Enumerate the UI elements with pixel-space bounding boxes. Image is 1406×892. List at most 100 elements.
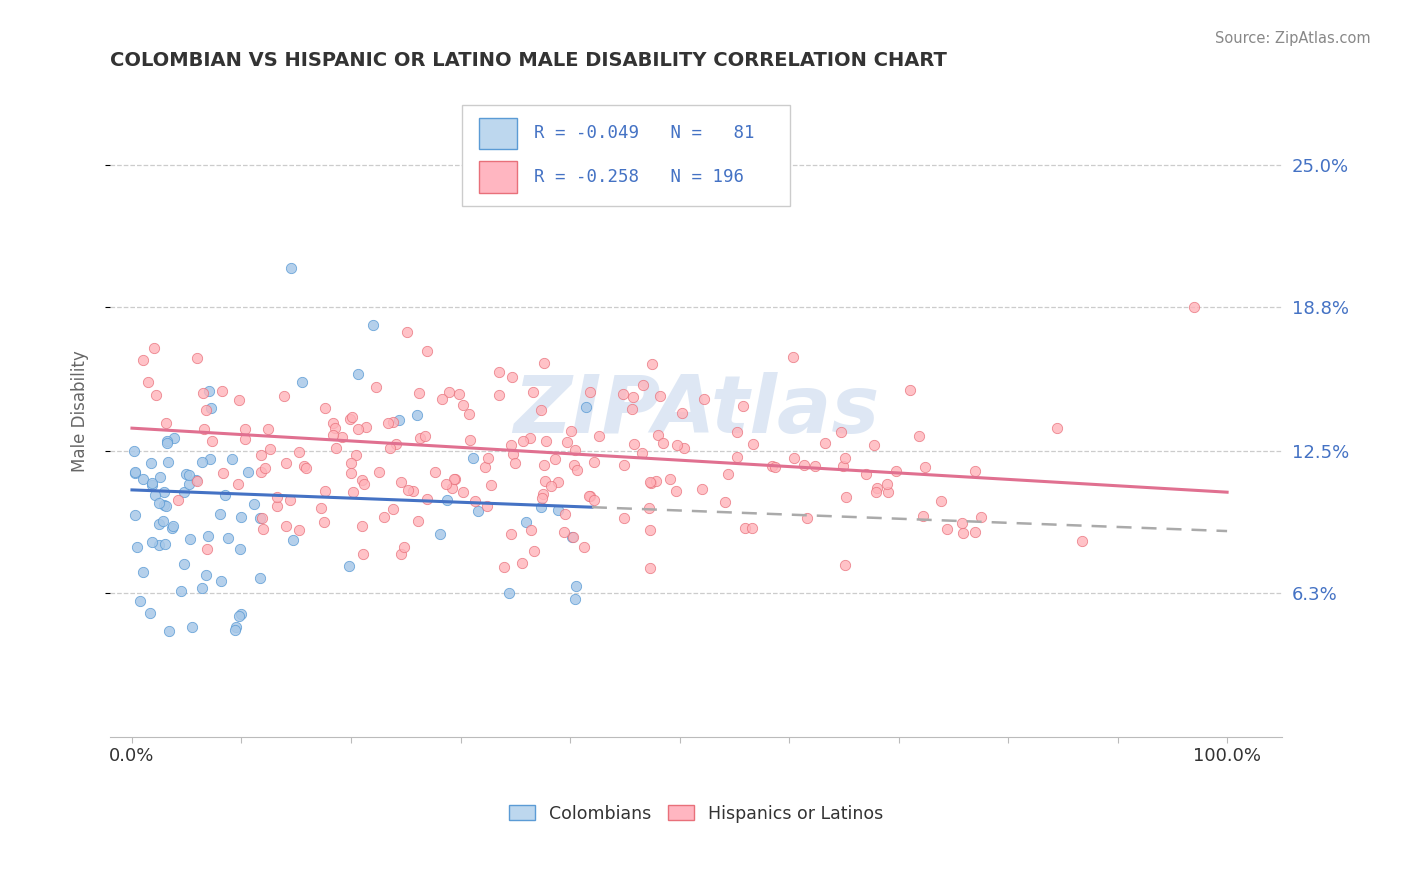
Point xyxy=(377,416,399,430)
Point xyxy=(295,460,318,475)
Point xyxy=(346,422,368,436)
Point xyxy=(396,325,419,339)
Point xyxy=(534,475,557,489)
Point xyxy=(477,450,499,465)
Point xyxy=(540,479,562,493)
Point xyxy=(382,502,405,516)
Point xyxy=(406,408,429,422)
Point xyxy=(179,467,201,482)
Point xyxy=(652,436,675,450)
Point xyxy=(162,518,184,533)
Point xyxy=(884,464,907,478)
Point xyxy=(575,400,598,414)
Point xyxy=(179,476,201,491)
Point xyxy=(970,510,993,524)
Point xyxy=(229,510,252,524)
Point xyxy=(451,485,474,500)
Point xyxy=(388,412,411,426)
Point xyxy=(793,458,815,472)
Point xyxy=(533,356,555,370)
Point xyxy=(179,532,201,546)
Point xyxy=(340,456,363,470)
Point xyxy=(148,538,170,552)
Point xyxy=(368,465,391,479)
Point xyxy=(259,442,281,456)
Point xyxy=(153,537,176,551)
Point xyxy=(166,492,188,507)
Point xyxy=(124,466,146,480)
Point xyxy=(157,455,180,469)
Text: COLOMBIAN VS HISPANIC OR LATINO MALE DISABILITY CORRELATION CHART: COLOMBIAN VS HISPANIC OR LATINO MALE DIS… xyxy=(110,51,948,70)
Point xyxy=(221,451,243,466)
Point xyxy=(173,557,195,571)
Point xyxy=(671,406,693,420)
Bar xyxy=(479,161,516,193)
Point xyxy=(191,581,214,595)
Point xyxy=(613,458,636,472)
Point xyxy=(186,475,208,489)
Point xyxy=(173,485,195,500)
Point xyxy=(250,511,273,525)
Point xyxy=(673,441,696,455)
Point xyxy=(314,401,336,415)
Point xyxy=(578,490,600,504)
Point xyxy=(648,389,671,403)
Point xyxy=(257,422,280,436)
Point xyxy=(169,584,191,599)
Point xyxy=(132,472,155,486)
Point xyxy=(142,341,165,355)
Point xyxy=(665,484,688,499)
Point xyxy=(194,403,217,417)
Point xyxy=(132,352,155,367)
Point xyxy=(562,458,585,472)
Point xyxy=(492,560,515,574)
Point xyxy=(714,495,737,509)
Point xyxy=(233,432,256,446)
FancyBboxPatch shape xyxy=(461,104,790,206)
Point xyxy=(641,357,664,371)
Point xyxy=(228,477,250,491)
Point xyxy=(430,392,453,407)
Point xyxy=(547,503,569,517)
Point xyxy=(197,384,219,399)
Point xyxy=(273,389,295,403)
Point xyxy=(637,501,659,516)
Point xyxy=(322,416,344,430)
Point xyxy=(855,467,877,482)
Point xyxy=(128,594,150,608)
Point xyxy=(555,435,578,450)
Point xyxy=(561,531,583,545)
Point xyxy=(152,498,174,512)
Point xyxy=(339,412,361,426)
Y-axis label: Male Disability: Male Disability xyxy=(72,351,89,472)
Point xyxy=(238,466,260,480)
Text: R = -0.049   N =   81: R = -0.049 N = 81 xyxy=(534,124,755,143)
Point xyxy=(522,385,544,400)
Point xyxy=(834,558,856,573)
Point xyxy=(553,525,575,540)
Point xyxy=(911,509,934,524)
Point xyxy=(638,560,661,574)
Point xyxy=(965,525,987,540)
Point xyxy=(228,609,250,624)
Point xyxy=(157,624,180,638)
Point xyxy=(132,565,155,579)
Point xyxy=(560,424,582,438)
Point xyxy=(174,467,197,481)
Point xyxy=(950,516,973,531)
Point xyxy=(378,441,401,455)
Point xyxy=(254,461,277,475)
Point xyxy=(292,458,315,473)
Point xyxy=(385,437,408,451)
Point xyxy=(325,441,347,455)
Point xyxy=(647,428,669,442)
Point xyxy=(862,438,884,452)
Point xyxy=(763,460,786,475)
Point xyxy=(125,540,148,554)
Point xyxy=(519,431,541,445)
Point xyxy=(149,470,172,484)
Point xyxy=(464,493,486,508)
Point xyxy=(145,388,167,402)
Point xyxy=(156,434,179,449)
Point xyxy=(228,392,250,407)
